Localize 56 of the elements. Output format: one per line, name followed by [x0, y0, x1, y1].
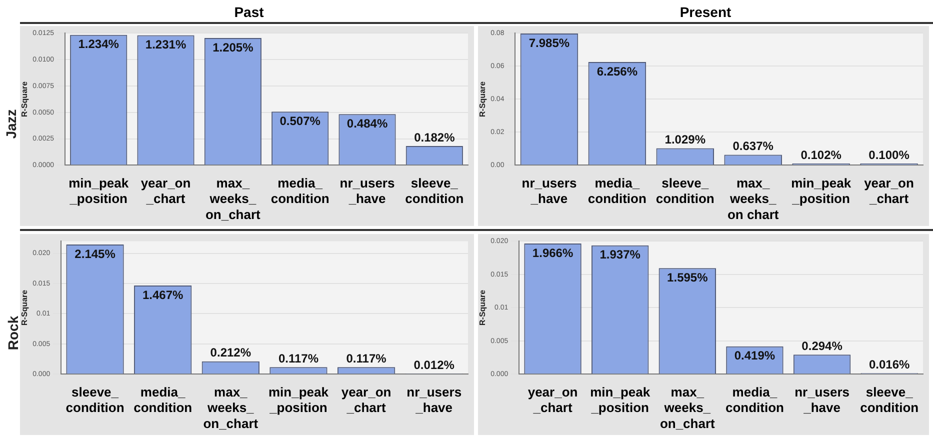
- data-label: 1.467%: [142, 288, 184, 302]
- chart-title: Past: [20, 4, 478, 24]
- x-tick-label: min_peak _position: [268, 384, 330, 416]
- x-tick-label: min_peak _position: [68, 176, 130, 206]
- data-label: 0.419%: [734, 348, 776, 363]
- y-axis-title: R-Square: [20, 289, 30, 326]
- x-tick-label: sleeve_ condition: [860, 384, 919, 416]
- x-tick-label: sleeve_ condition: [66, 384, 124, 416]
- data-label: 0.484%: [346, 116, 388, 130]
- data-label: 0.182%: [414, 130, 456, 144]
- data-label: 1.595%: [667, 270, 708, 284]
- data-label: 1.234%: [78, 37, 120, 52]
- data-label: 6.256%: [596, 64, 638, 78]
- data-label: 0.507%: [280, 114, 321, 128]
- data-label: 0.212%: [210, 346, 252, 360]
- x-tick-label: sleeve_ condition: [656, 176, 714, 206]
- x-tick-label: max_ weeks_ on_chart: [203, 384, 259, 431]
- data-label: 0.102%: [800, 148, 842, 162]
- x-tick-label: max_ weeks_ on chart: [727, 176, 780, 222]
- chart-title: Present: [478, 4, 933, 24]
- x-tick-label: media_ condition: [134, 384, 192, 416]
- data-label: 1.205%: [212, 40, 254, 54]
- x-tick-label: year_on _chart: [140, 176, 191, 206]
- x-tick-label: max_ weeks_ on_chart: [205, 176, 262, 222]
- data-label: 1.937%: [600, 248, 641, 262]
- x-tick-label: nr_users _have: [522, 176, 577, 206]
- data-label: 7.985%: [528, 36, 570, 50]
- data-label: 1.029%: [664, 132, 706, 147]
- x-tick-label: nr_users _have: [406, 384, 462, 416]
- text: Jazz: [2, 109, 19, 139]
- y-axis-title: R-Square: [478, 289, 488, 326]
- data-label: 0.016%: [868, 357, 910, 372]
- x-tick-label: media_ condition: [725, 384, 784, 416]
- x-tick-label: media_ condition: [588, 176, 646, 206]
- x-tick-label: year_on _chart: [864, 176, 914, 206]
- data-label: 0.294%: [802, 338, 843, 353]
- data-label: 1.966%: [532, 246, 574, 260]
- x-tick-label: min_peak _position: [590, 384, 651, 416]
- data-label: 0.100%: [868, 148, 910, 162]
- x-tick-label: year_on _chart: [341, 384, 392, 416]
- text: Rock: [5, 315, 22, 350]
- x-tick-label: nr_users _have: [340, 176, 395, 206]
- x-tick-label: min_peak _position: [791, 176, 852, 206]
- x-tick-label: nr_users _have: [794, 384, 850, 416]
- x-tick-label: media_ condition: [270, 176, 330, 206]
- data-label: 0.117%: [346, 351, 387, 366]
- y-axis-title: R-Square: [478, 80, 488, 117]
- data-label: 1.231%: [145, 38, 186, 52]
- x-tick-label: max_ weeks_ on_chart: [660, 384, 716, 431]
- x-tick-label: sleeve_ condition: [405, 176, 464, 206]
- data-label: 0.117%: [278, 351, 319, 366]
- data-label: 0.012%: [414, 358, 455, 372]
- data-label: 0.637%: [732, 139, 774, 153]
- y-axis-title: R-Square: [20, 80, 30, 117]
- data-label: 2.145%: [74, 246, 116, 261]
- x-tick-label: year_on _chart: [528, 384, 578, 416]
